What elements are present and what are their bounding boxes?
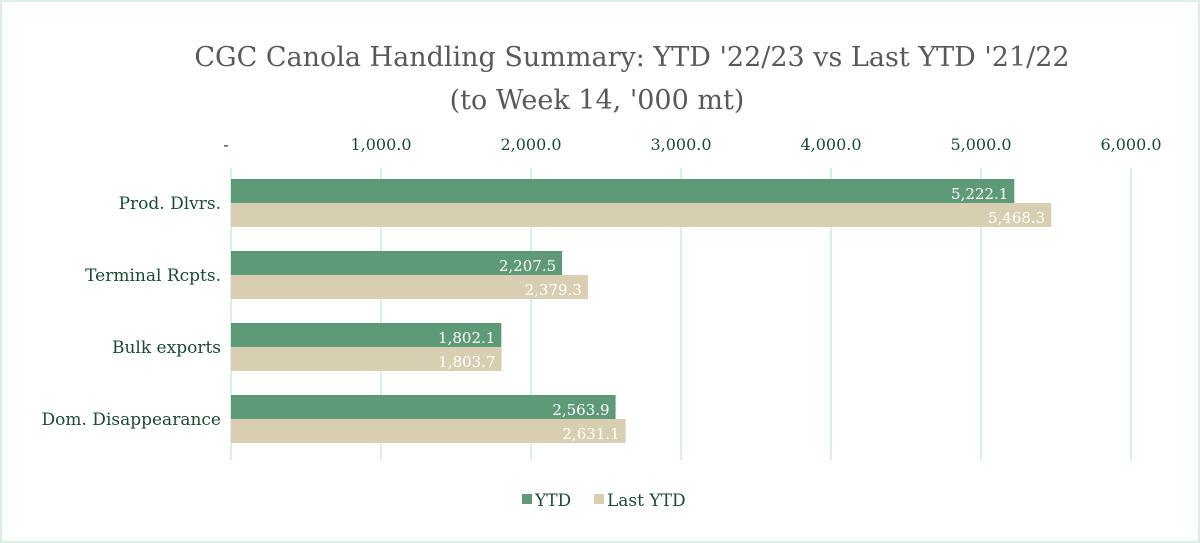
chart-title: CGC Canola Handling Summary: YTD '22/23 … [194,42,1069,73]
legend-swatch [594,494,604,504]
x-tick-label: - [223,135,228,154]
legend-swatch [522,494,532,504]
bar-ytd [231,395,616,419]
data-label: 2,631.1 [562,425,619,443]
bar-last-ytd [231,275,588,299]
category-label: Terminal Rcpts. [85,266,221,286]
data-label: 2,379.3 [525,281,582,299]
category-label: Dom. Disappearance [42,410,221,430]
bars [231,179,1052,443]
data-label: 1,802.1 [438,329,495,347]
data-label: 2,563.9 [552,401,609,419]
bar-last-ytd [231,419,626,443]
category-label: Prod. Dlvrs. [119,194,221,214]
legend-label: YTD [534,491,571,511]
x-tick-label: 5,000.0 [950,135,1011,154]
legend: YTD Last YTD [522,491,686,511]
chart-subtitle: (to Week 14, '000 mt) [450,85,745,116]
bar-ytd [231,323,502,347]
x-axis-ticks: - 1,000.0 2,000.0 3,000.0 4,000.0 5,000.0 6,00… [223,135,1161,154]
data-label: 2,207.5 [499,257,556,275]
category-label: Bulk exports [112,338,221,358]
bar-ytd [231,251,563,275]
bar-ytd [231,179,1015,203]
bar-last-ytd [231,203,1052,227]
chart-title-group: CGC Canola Handling Summary: YTD '22/23 … [194,42,1069,116]
y-axis-categories: Prod. Dlvrs. Terminal Rcpts. Bulk exports D… [42,194,221,430]
x-tick-label: 2,000.0 [500,135,561,154]
x-tick-label: 4,000.0 [800,135,861,154]
data-labels: 5,222.1 5,468.3 2,207.5 2,379.3 1,802.1 1,803… [438,185,1045,443]
legend-label: Last YTD [607,491,686,511]
bar-last-ytd [231,347,502,371]
x-tick-label: 3,000.0 [650,135,711,154]
data-label: 1,803.7 [438,353,495,371]
x-tick-label: 6,000.0 [1100,135,1161,154]
data-label: 5,468.3 [988,209,1045,227]
data-label: 5,222.1 [951,185,1008,203]
x-tick-label: 1,000.0 [350,135,411,154]
